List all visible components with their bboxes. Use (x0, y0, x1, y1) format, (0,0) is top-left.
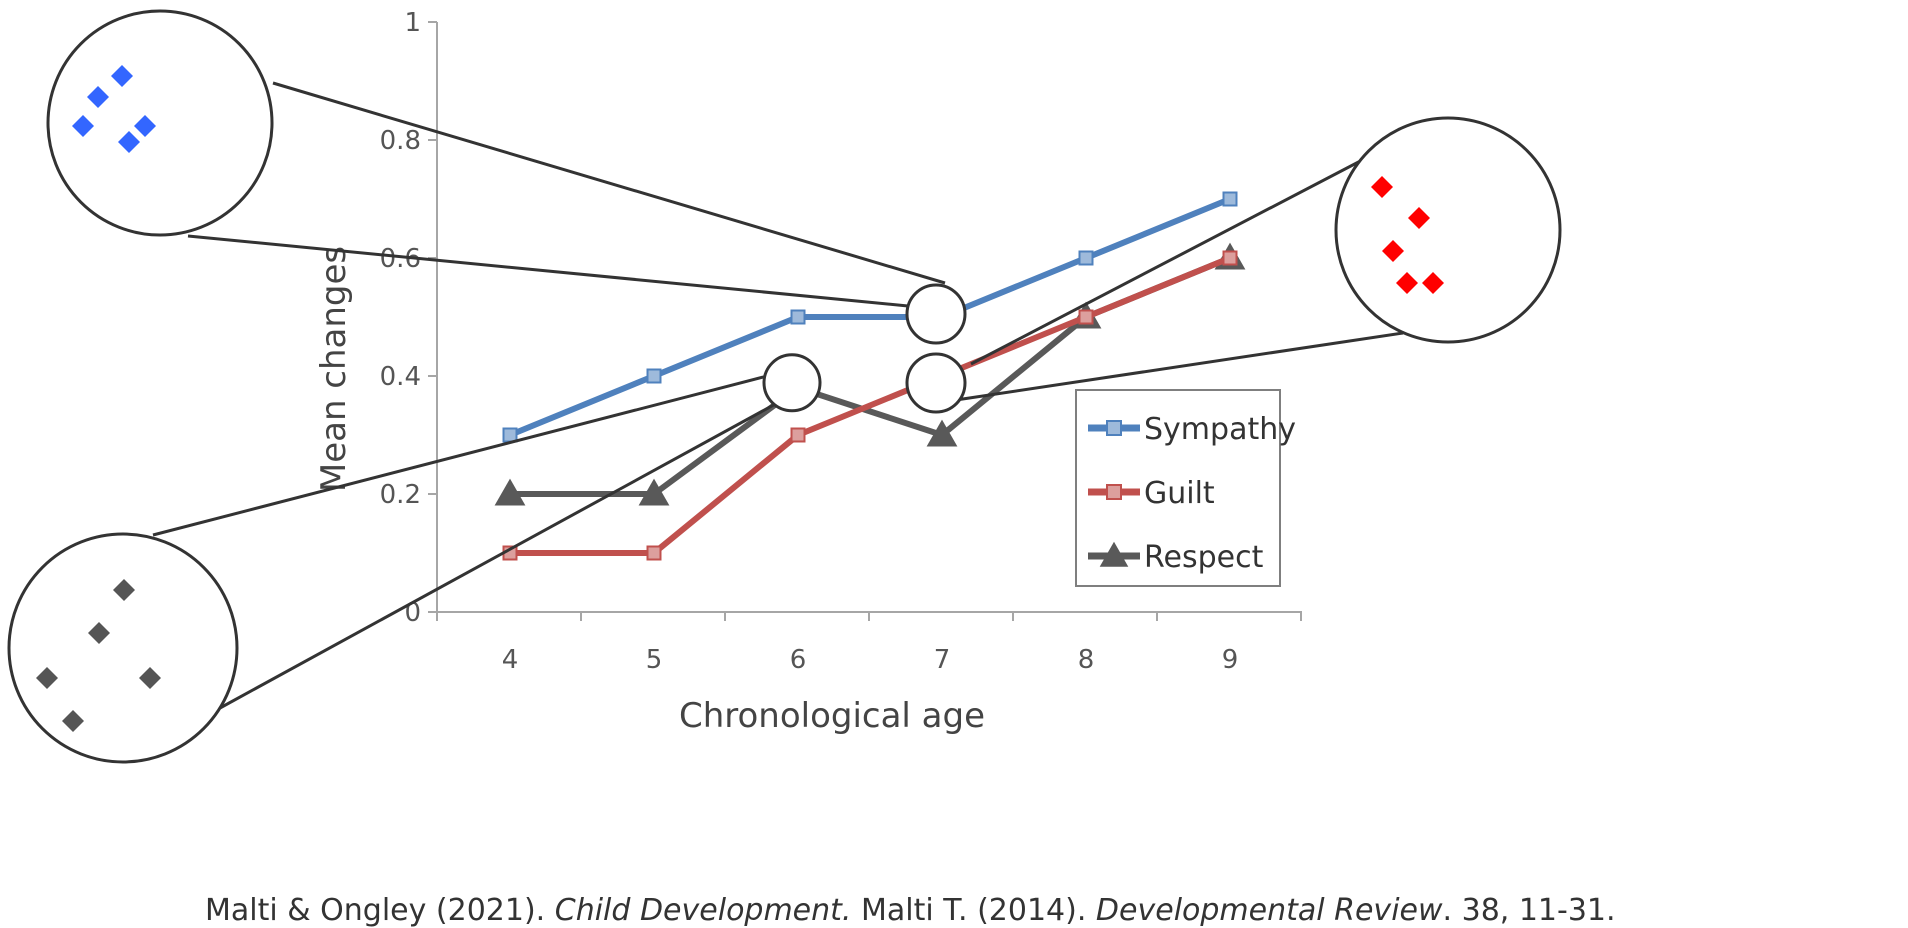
zoom-dot (72, 115, 94, 137)
zoom-dot (111, 65, 133, 87)
series-line-sympathy (508, 196, 1232, 438)
legend-label-respect: Respect (1144, 540, 1264, 575)
data-point-respect (926, 419, 958, 447)
data-point-guilt (646, 545, 662, 561)
callout-line (219, 400, 780, 710)
data-point-guilt (790, 427, 806, 443)
data-point-respect (638, 478, 670, 506)
data-point-sympathy (1222, 191, 1238, 207)
y-tick-label: 1 (404, 8, 421, 38)
data-point-respect (494, 478, 526, 506)
zoom-circle (1334, 116, 1562, 344)
citation-journal-2: Developmental Review (1096, 893, 1443, 928)
x-tick-labels: 4 5 6 7 8 9 (502, 645, 1239, 675)
zoom-circle (46, 9, 274, 237)
data-point-guilt (1078, 309, 1094, 325)
x-axis-title: Chronological age (679, 696, 985, 736)
magnifier-respect (7, 353, 822, 764)
data-point-guilt (1222, 250, 1238, 266)
zoom-dot (1408, 207, 1430, 229)
legend-label-guilt: Guilt (1144, 476, 1215, 511)
data-point-sympathy (646, 368, 662, 384)
legend-marker-respect (1099, 541, 1129, 567)
y-tick-label: 0.8 (380, 126, 421, 156)
zoom-dot (88, 622, 110, 644)
citation-authors: Malti & Ongley (2021). (205, 893, 555, 928)
magnifier-sympathy (46, 9, 967, 345)
callout-line (970, 154, 1371, 366)
lens-circle (905, 352, 967, 414)
y-tick-label: 0.2 (380, 480, 421, 510)
lens-circle (905, 283, 967, 345)
legend-marker-sympathy (1106, 420, 1122, 436)
callout-line (152, 372, 776, 537)
magnifier-annotations (7, 9, 1562, 764)
data-point-sympathy (790, 309, 806, 325)
x-tick-label: 8 (1078, 645, 1095, 675)
magnifier-guilt (905, 116, 1562, 414)
legend: Sympathy Guilt Respect (1075, 389, 1296, 587)
data-point-sympathy (502, 427, 518, 443)
callout-line (955, 331, 1404, 402)
y-axis-title: Mean changes (314, 246, 354, 492)
zoom-dot (134, 115, 156, 137)
y-tick-labels: 00.20.40.60.81 (380, 8, 421, 628)
callout-line (272, 81, 946, 285)
zoom-dot (62, 710, 84, 732)
data-point-sympathy (1078, 250, 1094, 266)
lens-circle (762, 353, 822, 413)
zoom-circle (7, 532, 239, 764)
zoom-dot (1371, 176, 1393, 198)
x-tick-label: 6 (790, 645, 807, 675)
zoom-dot (1422, 272, 1444, 294)
series-line-guilt (510, 255, 1232, 556)
zoom-dot (1382, 240, 1404, 262)
citation-author-2: Malti T. (2014). (851, 893, 1095, 928)
y-tick-label: 0.4 (380, 362, 421, 392)
citation: Malti & Ongley (2021). Child Development… (205, 893, 1616, 928)
legend-label-sympathy: Sympathy (1144, 412, 1296, 447)
zoom-dot (113, 579, 135, 601)
citation-volume: . 38, 11-31. (1443, 893, 1616, 928)
x-tick-label: 7 (934, 645, 951, 675)
citation-journal-1: Child Development. (555, 893, 852, 928)
x-tick-label: 4 (502, 645, 519, 675)
callout-line (187, 234, 909, 308)
zoom-dot (1396, 272, 1418, 294)
zoom-dot (139, 667, 161, 689)
legend-marker-guilt (1106, 484, 1122, 500)
zoom-dot (87, 86, 109, 108)
x-tick-label: 9 (1222, 645, 1239, 675)
x-tick-label: 5 (646, 645, 663, 675)
zoom-dot (36, 667, 58, 689)
zoom-dot (118, 131, 140, 153)
